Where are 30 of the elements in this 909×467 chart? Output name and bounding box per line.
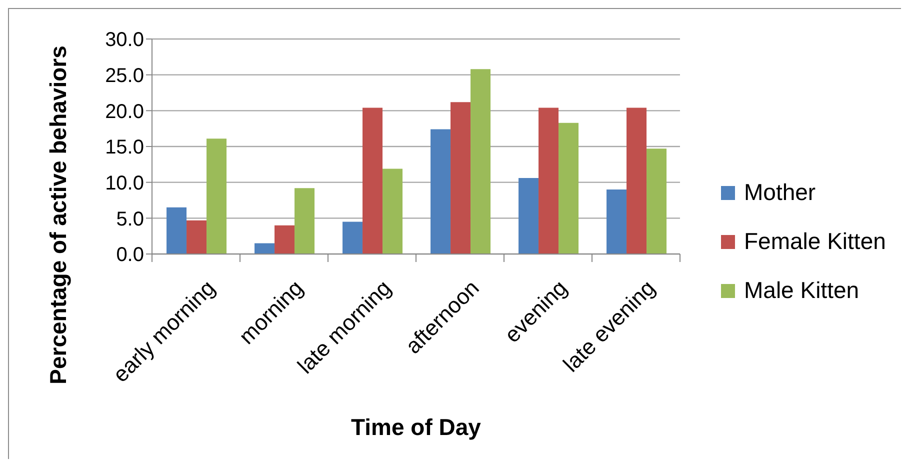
bar — [558, 122, 579, 254]
y-tick-label: 30.0 — [105, 29, 144, 52]
bar — [518, 178, 539, 254]
bar — [382, 168, 403, 254]
y-tick-label: 0.0 — [116, 244, 144, 266]
bar — [186, 220, 207, 254]
bar — [430, 129, 451, 254]
legend-label: Female Kitten — [744, 228, 886, 255]
bar — [626, 108, 647, 254]
legend-label: Male Kitten — [744, 277, 860, 304]
y-tick-label: 10.0 — [105, 172, 144, 194]
y-axis-title: Percentage of active behaviors — [45, 46, 71, 384]
bar — [274, 225, 295, 254]
bar — [470, 69, 491, 254]
bar — [450, 102, 471, 254]
bar — [254, 243, 275, 254]
legend-label: Mother — [744, 179, 816, 206]
y-tick-label: 20.0 — [105, 100, 144, 123]
bar — [166, 207, 187, 254]
bar — [362, 108, 383, 254]
bar — [342, 222, 363, 254]
y-tick-label: 5.0 — [116, 208, 144, 230]
y-tick-label: 15.0 — [105, 136, 144, 159]
y-tick-label: 25.0 — [105, 64, 144, 87]
bar — [646, 148, 667, 254]
x-axis-title: Time of Day — [351, 414, 482, 440]
bar — [294, 188, 315, 254]
bar — [538, 108, 559, 254]
bar — [206, 138, 227, 254]
bar — [606, 190, 627, 254]
